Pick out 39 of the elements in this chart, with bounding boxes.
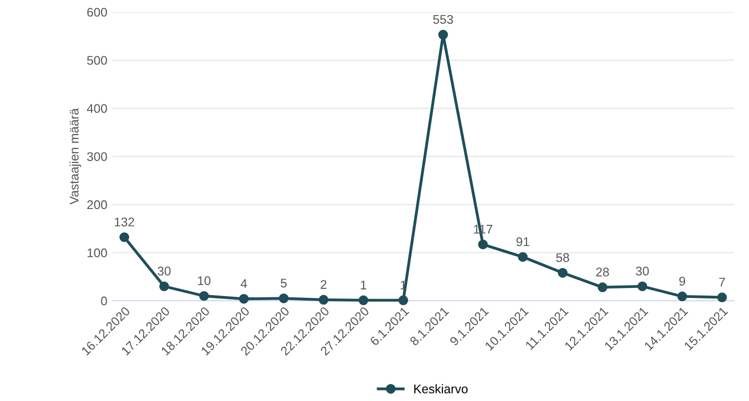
data-label: 132 [114,218,134,226]
y-tick-label: 300 [87,152,107,162]
data-label: 9 [679,276,686,286]
data-label: 7 [719,278,725,286]
point [638,281,648,292]
y-tick-label: 600 [87,8,107,17]
data-label: 91 [516,237,530,246]
y-tick-label: 400 [86,104,107,113]
point [159,281,170,292]
y-tick-label: 500 [87,56,107,65]
point [278,293,289,304]
data-label: 30 [158,266,171,276]
data-label: 58 [556,253,570,262]
data-label: 1 [360,280,366,290]
point [238,294,249,304]
data-label: 2 [320,280,326,289]
point [717,292,727,302]
data-label: 5 [280,278,287,288]
point [398,295,408,306]
data-label: 4 [240,279,247,288]
data-label: 553 [433,14,453,24]
y-tick-label: 200 [87,200,107,210]
point [318,294,328,305]
legend-label: Keskiarvo [414,384,468,394]
data-label: 28 [596,268,609,276]
point [199,291,209,301]
point [518,252,528,262]
point [677,292,688,302]
y-tick-label: 100 [88,248,107,258]
point [598,282,608,292]
y-axis-title: Vastaajien määrä [69,108,82,205]
point [478,240,488,250]
point [558,268,568,278]
data-label: 10 [198,276,210,286]
point [438,30,448,40]
data-label: 30 [636,266,649,276]
point [119,232,130,242]
point [358,295,368,306]
y-tick-label: 0 [101,296,107,306]
